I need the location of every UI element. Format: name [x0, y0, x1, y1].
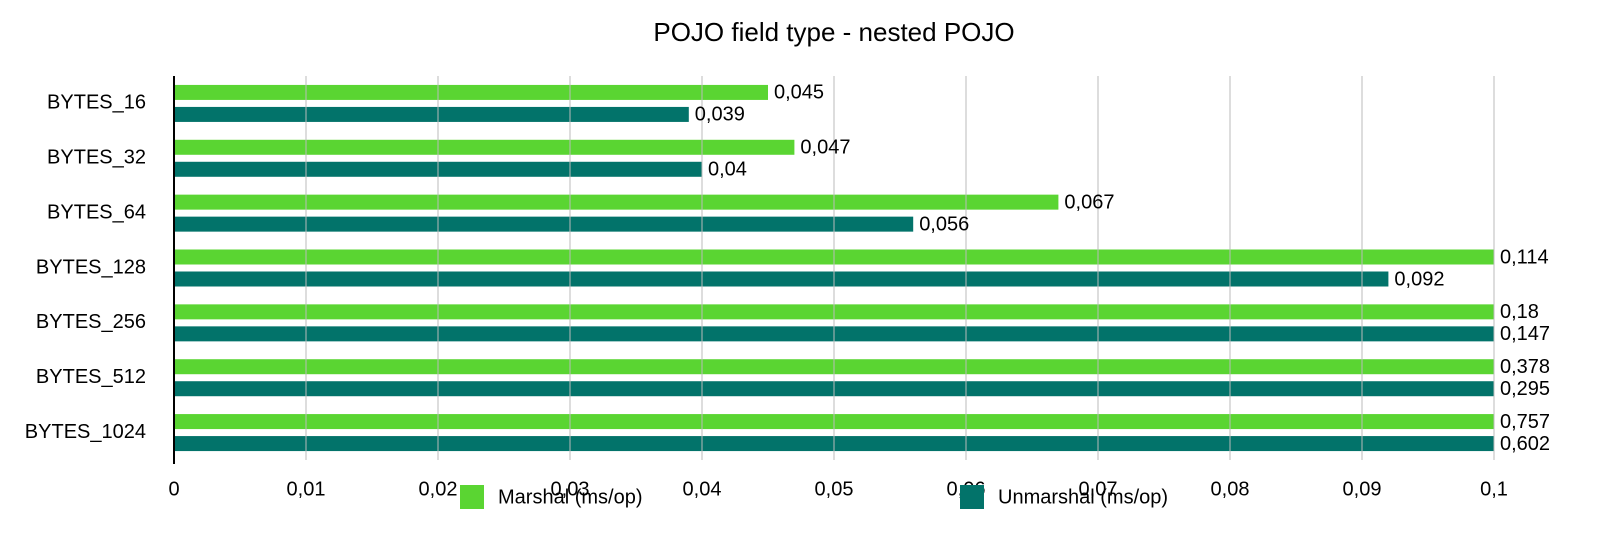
y-tick-label: BYTES_16	[47, 92, 146, 114]
x-tick-label: 0,03	[551, 478, 590, 500]
x-tick-label: 0,07	[1079, 478, 1118, 500]
value-label: 0,067	[1064, 191, 1114, 213]
value-label: 0,056	[919, 213, 969, 235]
value-label: 0,757	[1500, 411, 1550, 433]
value-label: 0,114	[1500, 246, 1549, 268]
bar	[174, 381, 1494, 397]
y-tick-label: BYTES_64	[47, 201, 146, 223]
value-label: 0,147	[1500, 323, 1550, 345]
bar	[174, 359, 1494, 375]
bar	[174, 271, 1389, 287]
bar	[174, 216, 914, 232]
legend-swatch	[960, 485, 984, 509]
value-label: 0,04	[708, 159, 747, 181]
x-tick-label: 0,01	[287, 478, 326, 500]
bar	[174, 436, 1494, 452]
bar	[174, 414, 1494, 430]
legend-swatch	[460, 485, 484, 509]
bar	[174, 249, 1494, 265]
y-tick-label: BYTES_128	[36, 256, 146, 278]
plot-area	[174, 84, 1494, 452]
x-tick-label: 0,05	[815, 478, 854, 500]
value-label: 0,295	[1500, 378, 1550, 400]
x-tick-label: 0,08	[1211, 478, 1250, 500]
value-label: 0,602	[1500, 433, 1550, 455]
x-tick-label: 0	[168, 478, 179, 500]
bar	[174, 84, 768, 100]
bar	[174, 194, 1059, 210]
value-label: 0,18	[1500, 301, 1539, 323]
y-tick-label: BYTES_32	[47, 147, 146, 169]
bar	[174, 304, 1494, 320]
y-tick-label: BYTES_1024	[25, 421, 146, 443]
y-tick-label: BYTES_512	[36, 366, 146, 388]
y-tick-label: BYTES_256	[36, 311, 146, 333]
bar	[174, 326, 1494, 342]
legend-label: Marshal (ms/op)	[498, 486, 642, 508]
bar	[174, 106, 689, 122]
chart-title: POJO field type - nested POJO	[653, 17, 1014, 47]
value-label: 0,092	[1394, 268, 1444, 290]
value-label: 0,039	[695, 104, 745, 126]
value-label: 0,378	[1500, 356, 1550, 378]
value-label: 0,047	[800, 137, 850, 159]
x-tick-label: 0,09	[1343, 478, 1382, 500]
value-label: 0,045	[774, 82, 824, 104]
x-tick-label: 0,1	[1480, 478, 1508, 500]
legend-label: Unmarshal (ms/op)	[998, 486, 1168, 508]
bar	[174, 139, 795, 155]
x-tick-label: 0,04	[683, 478, 722, 500]
x-tick-label: 0,02	[419, 478, 458, 500]
